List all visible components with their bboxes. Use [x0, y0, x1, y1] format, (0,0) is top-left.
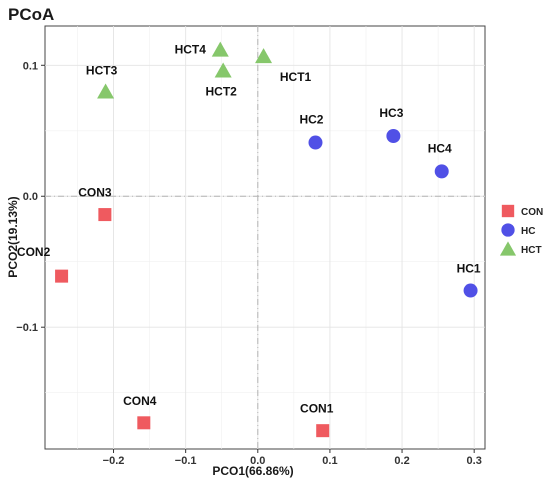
data-point-hct3: [97, 83, 115, 99]
x-axis-title: PCO1(66.86%): [212, 464, 293, 478]
legend-label-hct: HCT: [521, 245, 542, 256]
data-point-con1: [316, 424, 330, 438]
data-point-hct1: [255, 48, 273, 64]
point-labels: CON1 CON2 CON3 CON4 HC1 HC2 HC3 HC4 HCT1 HCT2 HCT3…: [17, 43, 481, 416]
point-label-hc2: HC2: [299, 113, 323, 127]
point-label-con1: CON1: [300, 402, 334, 416]
point-label-hc4: HC4: [428, 141, 452, 155]
x-tick-label: −0.1: [175, 455, 197, 467]
legend-key-con: [501, 204, 515, 218]
reference-lines: [45, 26, 485, 449]
data-point-con4: [137, 416, 151, 430]
x-tick-label: 0.3: [467, 455, 482, 467]
legend-key-hct: [499, 241, 517, 256]
y-axis-ticks: −0.1 0.0 0.1: [16, 60, 45, 334]
y-tick-label: 0.1: [23, 60, 38, 72]
point-label-con4: CON4: [123, 394, 157, 408]
y-axis-title: PCO2(19.13%): [6, 196, 20, 277]
data-point-con2: [55, 269, 69, 283]
x-tick-label: 0.2: [394, 455, 409, 467]
point-label-hc3: HC3: [379, 106, 403, 120]
data-point-hc3: [386, 129, 401, 144]
plot-border: [44, 25, 486, 450]
data-point-hct4: [211, 41, 229, 57]
legend-label-hc: HC: [521, 226, 535, 237]
legend-label-con: CON: [521, 207, 543, 218]
legend: CON HC HCT: [499, 204, 543, 256]
data-point-hc2: [308, 135, 323, 150]
x-tick-label: −0.2: [103, 455, 125, 467]
x-axis-ticks: −0.2 −0.1 0.0 0.1 0.2 0.3: [103, 449, 482, 467]
data-point-hc4: [434, 164, 449, 179]
point-label-hct3: HCT3: [86, 63, 118, 77]
point-label-con3: CON3: [78, 186, 112, 200]
x-tick-label: 0.0: [250, 455, 265, 467]
point-label-con2: CON2: [17, 245, 51, 259]
chart-title: PCoA: [8, 5, 54, 24]
data-points: [55, 41, 478, 438]
x-tick-label: 0.1: [322, 455, 337, 467]
point-label-hct1: HCT1: [280, 70, 312, 84]
data-point-hc1: [463, 283, 478, 298]
y-tick-label: −0.1: [16, 322, 38, 334]
y-tick-label: 0.0: [23, 191, 38, 203]
data-point-con3: [98, 208, 112, 222]
data-point-hct2: [214, 62, 232, 78]
point-label-hct2: HCT2: [205, 85, 237, 99]
point-label-hct4: HCT4: [175, 43, 207, 57]
plot-area: [44, 25, 486, 450]
legend-key-hc: [501, 223, 515, 237]
point-label-hc1: HC1: [457, 262, 481, 276]
